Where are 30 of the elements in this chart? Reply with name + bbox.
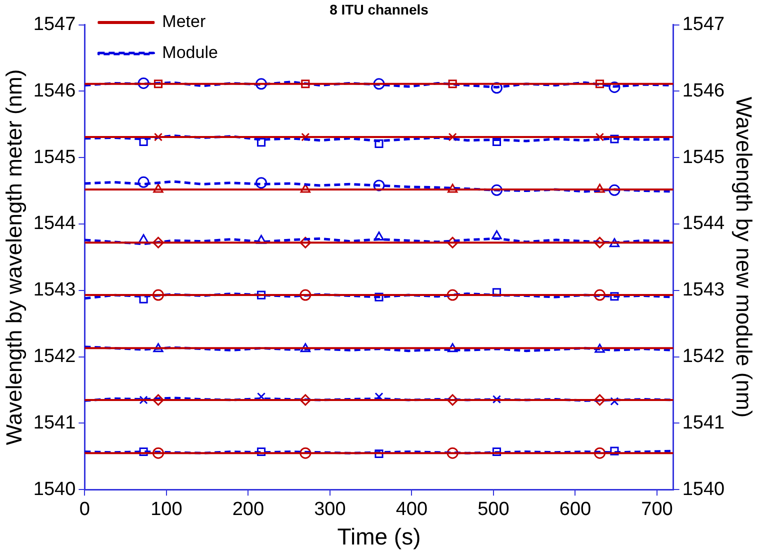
- y2-tick-label: 1545: [682, 146, 725, 168]
- x-tick-label: 700: [641, 499, 673, 520]
- y-tick-label: 1541: [33, 412, 76, 434]
- y-tick-label: 1540: [33, 478, 76, 500]
- y2-tick-label: 1546: [682, 80, 725, 102]
- x-tick-label: 500: [478, 499, 510, 520]
- x-tick-label: 400: [396, 499, 428, 520]
- y-tick-label: 1546: [33, 80, 76, 102]
- y2-tick-label: 1547: [682, 14, 725, 36]
- x-tick-label: 300: [314, 499, 346, 520]
- y-tick-label: 1543: [33, 280, 76, 301]
- x-tick-label: 100: [150, 499, 182, 520]
- x-tick-label: 600: [559, 499, 592, 520]
- x-axis-title: Time (s): [337, 524, 421, 550]
- y2-axis-title: Wavelength by new module (nm): [732, 96, 757, 418]
- y2-tick-label: 1542: [682, 346, 725, 368]
- y2-tick-label: 1541: [682, 412, 725, 434]
- chart-title: 8 ITU channels: [330, 1, 429, 18]
- y2-tick-label: 1540: [682, 478, 725, 500]
- y-tick-label: 1545: [33, 146, 76, 168]
- x-tick-label: 0: [79, 499, 90, 520]
- y-tick-label: 1544: [33, 213, 76, 234]
- legend-label: Module: [162, 43, 218, 62]
- y2-tick-label: 1543: [682, 280, 725, 301]
- legend-label: Meter: [162, 12, 206, 32]
- y2-tick-label: 1544: [682, 213, 726, 234]
- y-axis-title: Wavelength by wavelength meter (nm): [1, 69, 26, 446]
- y-tick-label: 1547: [33, 14, 76, 36]
- x-tick-label: 200: [232, 499, 264, 520]
- y-tick-label: 1542: [33, 346, 76, 368]
